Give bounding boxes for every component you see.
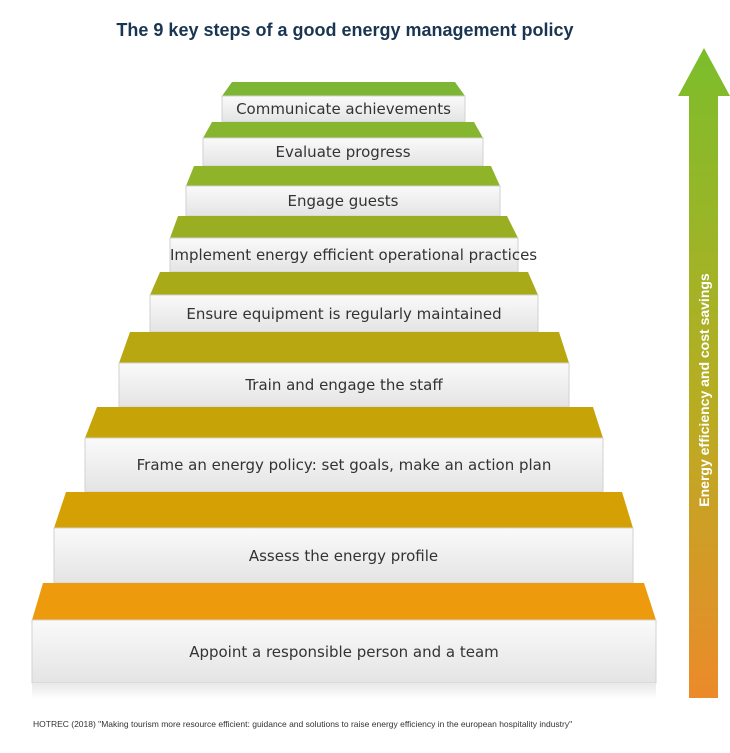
step-tread-9 — [32, 583, 656, 620]
staircase — [31, 82, 657, 699]
step-label-6: Train and engage the staff — [245, 376, 443, 394]
step-riser-9 — [31, 619, 657, 684]
step-label-8: Assess the energy profile — [248, 546, 439, 565]
source-citation: HOTREC (2018) "Making tourism more resou… — [33, 719, 573, 729]
step-tread-3 — [186, 166, 500, 186]
step-label-2: Evaluate progress — [275, 143, 411, 161]
base-shadow — [32, 683, 656, 699]
step-label-5: Ensure equipment is regularly maintained — [186, 304, 502, 323]
step-label-9: Appoint a responsible person and a team — [189, 642, 499, 661]
step-tread-6 — [119, 332, 569, 363]
diagram-title: The 9 key steps of a good energy managem… — [116, 20, 574, 40]
up-arrow-icon — [678, 48, 730, 698]
step-tread-1 — [222, 82, 465, 96]
step-tread-7 — [85, 407, 603, 438]
step-riser-1 — [221, 95, 466, 123]
step-riser-6 — [118, 362, 570, 408]
step-label-4: Implement energy efficient operational p… — [170, 246, 538, 264]
step-label-1: Communicate achievements — [236, 100, 451, 118]
step-riser-8 — [53, 527, 634, 584]
step-riser-5 — [149, 294, 539, 333]
step-label-7: Frame an energy policy: set goals, make … — [136, 456, 552, 474]
step-riser-3 — [185, 185, 501, 217]
step-tread-8 — [54, 492, 633, 528]
step-riser-7 — [84, 437, 604, 493]
step-tread-2 — [203, 122, 483, 138]
arrow-label: Energy efficiency and cost savings — [696, 273, 712, 507]
step-riser-4 — [169, 237, 519, 273]
step-tread-5 — [150, 272, 538, 295]
step-tread-4 — [170, 216, 518, 238]
step-label-3: Engage guests — [287, 192, 399, 210]
